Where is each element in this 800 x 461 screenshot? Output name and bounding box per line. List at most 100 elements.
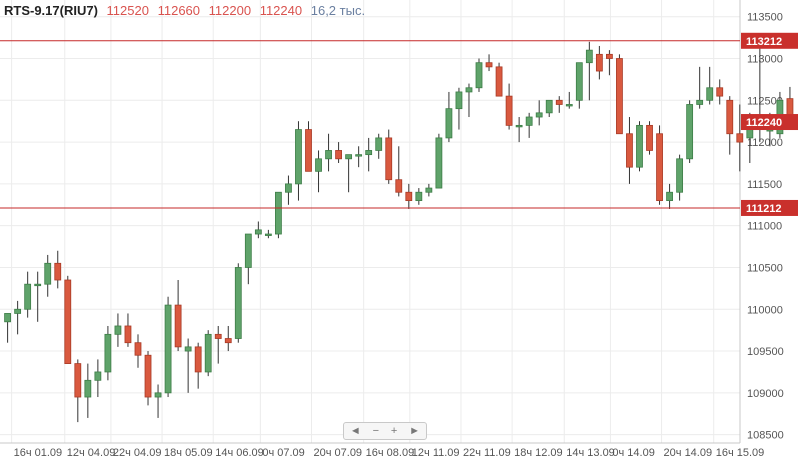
x-tick-label: 20ч 07.09 — [314, 447, 363, 459]
candle-up — [365, 150, 373, 156]
candle-up — [315, 158, 322, 172]
current-price-label-bg — [741, 114, 798, 131]
symbol-label: RTS-9.17(RIU7) — [4, 3, 98, 18]
x-tick-label: 18ч 12.09 — [514, 447, 563, 459]
candle-down — [485, 62, 493, 68]
candle-up — [585, 49, 593, 64]
candle-up — [515, 124, 523, 128]
x-tick-label: 0ч 07.09 — [262, 447, 304, 459]
candle-up — [204, 333, 212, 373]
candle-up — [104, 333, 112, 373]
y-tick-label: 110000 — [747, 304, 783, 316]
x-tick-label: 16ч 08.09 — [366, 447, 415, 459]
close-value: 112240 — [259, 3, 303, 18]
candle-up — [4, 313, 11, 323]
candle-down — [736, 133, 744, 143]
candle-up — [244, 233, 252, 268]
candle-down — [74, 363, 82, 398]
candle-up — [24, 283, 32, 310]
scroll-right-button[interactable]: ► — [409, 425, 421, 437]
candle-up — [114, 325, 122, 335]
candle-up — [375, 137, 383, 151]
candle-down — [726, 99, 734, 135]
candle-up — [415, 191, 423, 202]
candle-down — [144, 354, 152, 398]
candle-down — [606, 53, 613, 59]
candle-down — [124, 325, 132, 344]
candle-up — [154, 392, 162, 398]
open-value: 112520 — [106, 3, 149, 18]
y-tick-label: 111500 — [747, 179, 782, 191]
zoom-in-button[interactable]: + — [390, 425, 398, 437]
candle-down — [595, 53, 603, 72]
y-tick-label: 112000 — [747, 137, 783, 149]
candle-down — [64, 279, 72, 364]
x-tick-label: 14ч 06.09 — [215, 447, 264, 459]
x-tick-label: 16ч 15.09 — [716, 447, 765, 459]
candle-down — [305, 129, 312, 172]
candle-down — [54, 262, 62, 281]
candle-up — [696, 99, 704, 105]
candle-up — [465, 87, 473, 93]
candle-up — [164, 304, 172, 394]
candle-down — [134, 342, 142, 356]
y-tick-label: 108500 — [747, 430, 784, 442]
candle-up — [285, 183, 292, 193]
candle-down — [646, 124, 653, 151]
y-tick-label: 111000 — [747, 221, 782, 233]
x-tick-label: 16ч 01.09 — [14, 447, 63, 459]
x-tick-label: 12ч 04.09 — [67, 447, 116, 459]
level-price-label: 111212 — [746, 203, 782, 215]
candle-up — [636, 124, 643, 168]
x-tick-label: 18ч 05.09 — [164, 447, 213, 459]
scroll-left-button[interactable]: ◄ — [349, 425, 361, 437]
y-tick-label: 113500 — [747, 12, 783, 24]
y-tick-label: 110500 — [747, 262, 783, 274]
candle-up — [565, 104, 573, 107]
candle-up — [84, 379, 92, 398]
candle-up — [545, 99, 553, 114]
chart-header: RTS-9.17(RIU7) 112520 112660 112200 1122… — [4, 3, 370, 18]
candle-up — [295, 129, 302, 185]
candle-up — [345, 154, 353, 160]
candle-down — [405, 191, 413, 202]
candle-down — [395, 179, 403, 193]
candle-down — [505, 95, 513, 126]
candle-down — [626, 133, 633, 168]
x-tick-label: 14ч 13.09 — [566, 447, 615, 459]
candle-up — [535, 112, 543, 118]
level-price-label-bg — [741, 32, 798, 49]
x-tick-label: 20ч 14.09 — [664, 447, 713, 459]
candle-up — [475, 62, 483, 89]
candle-down — [174, 304, 182, 348]
candle-down — [194, 346, 202, 373]
candle-up — [14, 308, 22, 314]
candle-up — [706, 87, 714, 101]
y-tick-label: 112500 — [747, 95, 783, 107]
candle-up — [686, 104, 694, 160]
candle-down — [495, 66, 503, 97]
level-price-label: 113212 — [746, 36, 782, 48]
x-tick-label: 0ч 14.09 — [612, 447, 654, 459]
candle-down — [214, 333, 222, 339]
candle-down — [555, 99, 563, 105]
x-tick-label: 12ч 11.09 — [412, 447, 460, 459]
zoom-out-button[interactable]: − — [372, 425, 380, 437]
y-tick-label: 113000 — [747, 54, 783, 66]
candle-up — [575, 62, 583, 101]
level-price-label-bg — [741, 199, 798, 216]
candle-up — [425, 187, 433, 193]
chart-navigation: ◄ − + ► — [343, 422, 427, 440]
candle-up — [34, 283, 42, 287]
current-price-label: 112240 — [746, 117, 782, 129]
candle-up — [455, 91, 463, 110]
candle-up — [184, 346, 192, 352]
candle-up — [666, 191, 673, 202]
candle-up — [525, 116, 533, 126]
candle-up — [254, 229, 262, 235]
x-tick-label: 22ч 04.09 — [113, 447, 162, 459]
candle-down — [616, 58, 623, 135]
volume-value: 16,2 тыс. — [310, 3, 366, 18]
